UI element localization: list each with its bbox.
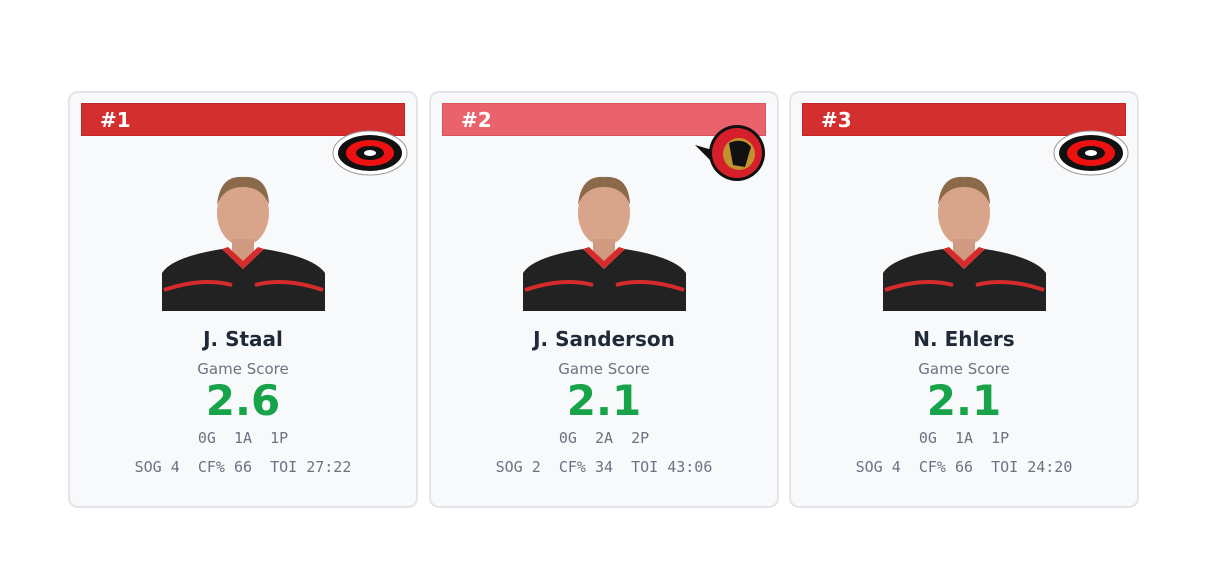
goals: 0G — [918, 429, 937, 447]
goals: 0G — [558, 429, 577, 447]
team-logo — [695, 125, 765, 181]
rank-banner: #3 — [802, 103, 1126, 136]
assists: 1A — [954, 429, 974, 447]
toi: TOI 43:06 — [631, 458, 713, 476]
player-card: #1 J. Staal Game Score 2.6 0G 1A 1P SOG … — [68, 91, 418, 508]
sog: SOG 2 — [495, 458, 541, 476]
rank-banner: #1 — [81, 103, 405, 136]
rank-banner: #2 — [442, 103, 766, 136]
stats-line: SOG 4 CF% 66 TOI 24:20 — [791, 458, 1137, 476]
player-photo — [883, 174, 1046, 311]
stats-line: SOG 2 CF% 34 TOI 43:06 — [431, 458, 777, 476]
scoring-line: 0G 1A 1P — [791, 429, 1137, 447]
player-card: #3 N. Ehlers Game Score 2.1 0G 1A 1P SOG… — [789, 91, 1139, 508]
cf: CF% 34 — [558, 458, 614, 476]
assists: 1A — [233, 429, 253, 447]
player-card: #2 J. Sanderson Game Score 2.1 0G 2A 2P … — [429, 91, 779, 508]
player-name: J. Sanderson — [533, 327, 675, 351]
sog: SOG 4 — [855, 458, 901, 476]
goals: 0G — [197, 429, 216, 447]
player-photo — [162, 174, 325, 311]
team-logo — [1053, 130, 1129, 176]
player-name: N. Ehlers — [913, 327, 1015, 351]
player-photo — [523, 174, 686, 311]
game-score: 2.1 — [566, 376, 642, 425]
points: 2P — [631, 429, 650, 447]
points: 1P — [270, 429, 289, 447]
stats-line: SOG 4 CF% 66 TOI 27:22 — [70, 458, 416, 476]
game-score: 2.1 — [926, 376, 1002, 425]
score-label: Game Score — [558, 360, 650, 378]
game-score: 2.6 — [205, 376, 281, 425]
points: 1P — [991, 429, 1010, 447]
assists: 2A — [594, 429, 614, 447]
team-logo — [332, 130, 408, 176]
player-name: J. Staal — [203, 327, 283, 351]
sog: SOG 4 — [134, 458, 180, 476]
toi: TOI 24:20 — [991, 458, 1073, 476]
score-label: Game Score — [918, 360, 1010, 378]
scoring-line: 0G 2A 2P — [431, 429, 777, 447]
scoring-line: 0G 1A 1P — [70, 429, 416, 447]
toi: TOI 27:22 — [270, 458, 352, 476]
cf: CF% 66 — [197, 458, 253, 476]
score-label: Game Score — [197, 360, 289, 378]
cf: CF% 66 — [918, 458, 974, 476]
